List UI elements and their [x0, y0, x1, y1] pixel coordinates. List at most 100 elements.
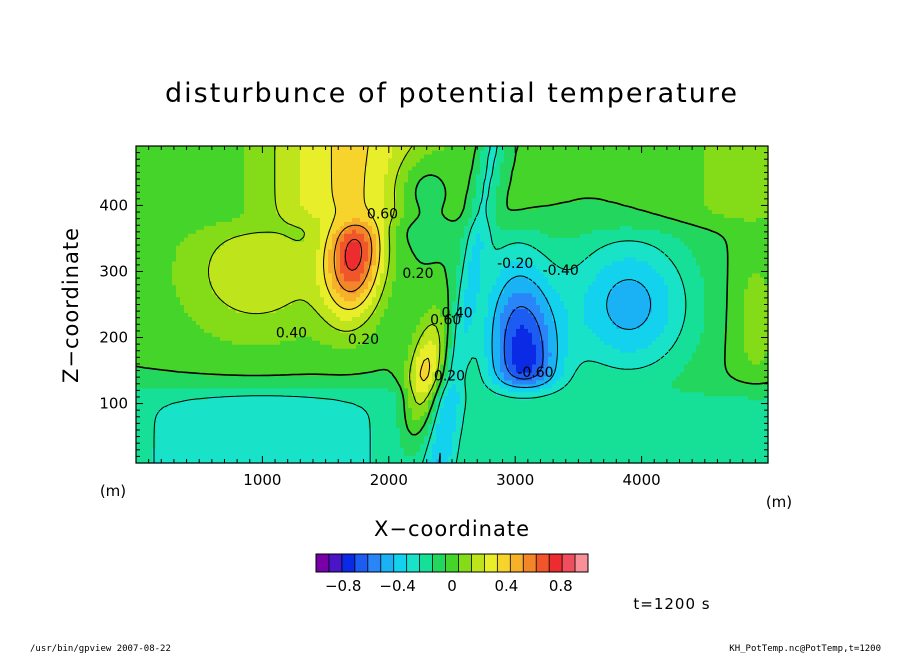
heatmap-cell: [752, 348, 757, 353]
heatmap-cell: [172, 371, 177, 377]
heatmap-cell: [432, 415, 437, 421]
heatmap-cell: [412, 363, 417, 369]
heatmap-cell: [672, 363, 677, 369]
heatmap-cell: [244, 439, 249, 444]
heatmap-cell: [720, 383, 725, 389]
heatmap-cell: [180, 411, 185, 417]
heatmap-cell: [160, 387, 165, 393]
heatmap-cell: [256, 399, 261, 405]
heatmap-cell: [220, 399, 225, 405]
heatmap-cell: [248, 443, 253, 448]
heatmap-cell: [664, 367, 669, 373]
heatmap-cell: [752, 352, 757, 357]
heatmap-cell: [592, 348, 597, 353]
heatmap-cell: [720, 439, 725, 444]
heatmap-cell: [560, 455, 565, 460]
heatmap-cell: [256, 348, 261, 353]
heatmap-cell: [732, 407, 737, 413]
heatmap-cell: [648, 435, 653, 440]
heatmap-cell: [660, 439, 665, 444]
heatmap-cell: [568, 443, 573, 448]
heatmap-cell: [684, 383, 689, 389]
heatmap-cell: [492, 411, 497, 417]
heatmap-cell: [652, 383, 657, 389]
heatmap-cell: [240, 391, 245, 397]
heatmap-cell: [288, 411, 293, 417]
heatmap-cell: [180, 399, 185, 405]
heatmap-cell: [384, 363, 389, 369]
heatmap-cell: [412, 371, 417, 377]
heatmap-cell: [732, 391, 737, 397]
heatmap-cell: [248, 423, 253, 428]
heatmap-cell: [728, 411, 733, 417]
heatmap-cell: [364, 344, 369, 349]
heatmap-cell: [436, 427, 441, 432]
heatmap-cell: [580, 387, 585, 393]
heatmap-cell: [304, 379, 309, 385]
heatmap-cell: [204, 435, 209, 440]
heatmap-cell: [524, 352, 529, 357]
heatmap-cell: [724, 415, 729, 421]
heatmap-cell: [368, 399, 373, 405]
heatmap-cell: [644, 415, 649, 421]
heatmap-cell: [352, 359, 357, 365]
heatmap-cell: [416, 427, 421, 432]
heatmap-cell: [572, 439, 577, 444]
heatmap-cell: [624, 407, 629, 413]
heatmap-cell: [764, 443, 769, 448]
heatmap-cell: [360, 395, 365, 401]
heatmap-cell: [380, 455, 385, 460]
heatmap-cell: [156, 340, 161, 345]
heatmap-cell: [376, 391, 381, 397]
heatmap-cell: [408, 411, 413, 417]
heatmap-cell: [588, 379, 593, 385]
heatmap-cell: [568, 403, 573, 409]
heatmap-cell: [416, 352, 421, 357]
heatmap-cell: [316, 356, 321, 361]
heatmap-cell: [264, 431, 269, 436]
heatmap-cell: [300, 348, 305, 353]
heatmap-cell: [236, 411, 241, 417]
heatmap-cell: [320, 391, 325, 397]
heatmap-cell: [276, 431, 281, 436]
heatmap-cell: [140, 379, 145, 385]
heatmap-cell: [264, 451, 269, 456]
heatmap-cell: [752, 356, 757, 361]
heatmap-cell: [240, 352, 245, 357]
heatmap-cell: [600, 447, 605, 452]
heatmap-cell: [256, 383, 261, 389]
heatmap-cell: [172, 387, 177, 393]
heatmap-cell: [472, 371, 477, 377]
heatmap-cell: [652, 344, 657, 349]
heatmap-cell: [436, 419, 441, 424]
heatmap-cell: [296, 443, 301, 448]
heatmap-cell: [436, 443, 441, 448]
heatmap-cell: [368, 336, 373, 341]
heatmap-cell: [304, 356, 309, 361]
heatmap-cell: [372, 387, 377, 393]
heatmap-cell: [372, 459, 377, 464]
heatmap-cell: [236, 443, 241, 448]
heatmap-cell: [184, 423, 189, 428]
heatmap-cell: [704, 379, 709, 385]
heatmap-cell: [264, 383, 269, 389]
heatmap-cell: [328, 455, 333, 460]
heatmap-cell: [488, 435, 493, 440]
heatmap-cell: [724, 340, 729, 345]
heatmap-cell: [360, 348, 365, 353]
heatmap-cell: [452, 411, 457, 417]
heatmap-cell: [624, 395, 629, 401]
heatmap-cell: [316, 435, 321, 440]
heatmap-cell: [224, 356, 229, 361]
heatmap-cell: [484, 451, 489, 456]
heatmap-cell: [308, 387, 313, 393]
heatmap-cell: [508, 403, 513, 409]
heatmap-cell: [308, 411, 313, 417]
heatmap-cell: [744, 371, 749, 377]
heatmap-cell: [736, 447, 741, 452]
heatmap-cell: [756, 395, 761, 401]
heatmap-cell: [372, 344, 377, 349]
heatmap-cell: [560, 383, 565, 389]
heatmap-cell: [512, 403, 517, 409]
heatmap-cell: [436, 359, 441, 365]
